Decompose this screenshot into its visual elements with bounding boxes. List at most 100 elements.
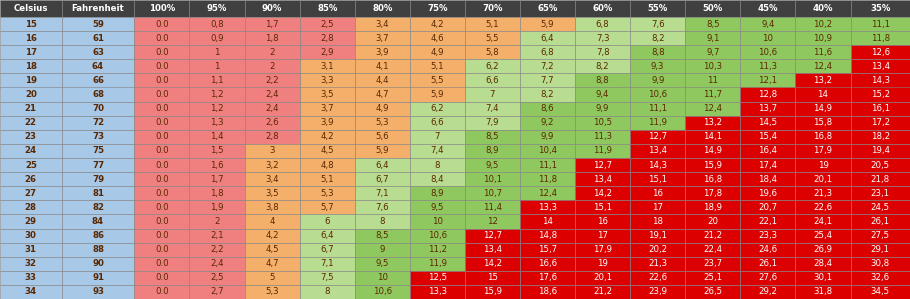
- Text: 15,1: 15,1: [593, 203, 612, 212]
- Text: 5,5: 5,5: [430, 76, 444, 85]
- Bar: [741, 88, 795, 102]
- Bar: [575, 116, 630, 130]
- Text: 6,6: 6,6: [486, 76, 500, 85]
- Bar: [355, 144, 410, 158]
- Text: 12,4: 12,4: [703, 104, 723, 113]
- Text: 1,7: 1,7: [210, 175, 224, 184]
- Bar: [795, 130, 851, 144]
- Bar: [135, 186, 189, 200]
- Bar: [685, 17, 741, 31]
- Text: 15,4: 15,4: [758, 132, 777, 141]
- Bar: [245, 214, 299, 228]
- Bar: [465, 257, 520, 271]
- Text: 2,2: 2,2: [266, 76, 279, 85]
- Bar: [0, 102, 62, 116]
- Text: 7,5: 7,5: [320, 273, 334, 282]
- Bar: [520, 271, 575, 285]
- Bar: [0, 158, 62, 172]
- Bar: [795, 242, 851, 257]
- Text: 10,6: 10,6: [648, 90, 667, 99]
- Text: 2,4: 2,4: [266, 104, 279, 113]
- Bar: [685, 242, 741, 257]
- Text: 2,8: 2,8: [320, 34, 334, 43]
- Bar: [851, 186, 910, 200]
- Bar: [245, 271, 299, 285]
- Bar: [355, 73, 410, 88]
- Bar: [245, 158, 299, 172]
- Bar: [520, 144, 575, 158]
- Bar: [355, 214, 410, 228]
- Text: 1,8: 1,8: [210, 189, 224, 198]
- Text: 16,8: 16,8: [703, 175, 723, 184]
- Bar: [135, 73, 189, 88]
- Text: 14: 14: [542, 217, 553, 226]
- Text: 0.0: 0.0: [155, 104, 168, 113]
- Bar: [245, 31, 299, 45]
- Bar: [62, 257, 135, 271]
- Text: 2: 2: [214, 217, 220, 226]
- Text: 21,3: 21,3: [648, 259, 667, 268]
- Text: 8: 8: [325, 287, 330, 296]
- Text: 0.0: 0.0: [155, 48, 168, 57]
- Text: 2: 2: [269, 48, 275, 57]
- Bar: [851, 271, 910, 285]
- Bar: [520, 200, 575, 214]
- Text: 4,2: 4,2: [266, 231, 279, 240]
- Text: 12,7: 12,7: [593, 161, 612, 170]
- Bar: [0, 257, 62, 271]
- Text: 11,1: 11,1: [871, 19, 890, 28]
- Bar: [685, 73, 741, 88]
- Bar: [410, 88, 465, 102]
- Bar: [299, 59, 355, 73]
- Bar: [135, 285, 189, 299]
- Text: 9,4: 9,4: [596, 90, 610, 99]
- Text: 13,2: 13,2: [814, 76, 833, 85]
- Text: 16,1: 16,1: [871, 104, 890, 113]
- Bar: [355, 172, 410, 186]
- Text: 7,4: 7,4: [430, 147, 444, 155]
- Text: 19,6: 19,6: [758, 189, 777, 198]
- Text: 12: 12: [487, 217, 498, 226]
- Text: 19: 19: [817, 161, 828, 170]
- Bar: [575, 73, 630, 88]
- Bar: [189, 116, 245, 130]
- Text: 72: 72: [92, 118, 104, 127]
- Bar: [410, 172, 465, 186]
- Bar: [685, 45, 741, 59]
- Bar: [355, 17, 410, 31]
- Bar: [62, 45, 135, 59]
- Bar: [410, 186, 465, 200]
- Text: 4,2: 4,2: [320, 132, 334, 141]
- Text: 4,9: 4,9: [376, 104, 389, 113]
- Bar: [189, 102, 245, 116]
- Bar: [685, 200, 741, 214]
- Bar: [795, 45, 851, 59]
- Bar: [299, 186, 355, 200]
- Bar: [465, 31, 520, 45]
- Bar: [410, 31, 465, 45]
- Text: 10,9: 10,9: [814, 34, 833, 43]
- Text: 2,6: 2,6: [266, 118, 279, 127]
- Text: 9,3: 9,3: [651, 62, 664, 71]
- Bar: [685, 31, 741, 45]
- Text: 20,7: 20,7: [758, 203, 777, 212]
- Bar: [189, 172, 245, 186]
- Bar: [0, 285, 62, 299]
- Text: 0.0: 0.0: [155, 203, 168, 212]
- Bar: [355, 200, 410, 214]
- Bar: [62, 130, 135, 144]
- Text: 13,4: 13,4: [648, 147, 667, 155]
- Bar: [299, 88, 355, 102]
- Text: 0.0: 0.0: [155, 90, 168, 99]
- Bar: [0, 271, 62, 285]
- Text: 4,1: 4,1: [376, 62, 389, 71]
- Bar: [0, 88, 62, 102]
- Text: 12,4: 12,4: [814, 62, 833, 71]
- Text: 100%: 100%: [149, 4, 175, 13]
- Text: 23,1: 23,1: [871, 189, 890, 198]
- Bar: [299, 285, 355, 299]
- Bar: [685, 158, 741, 172]
- Bar: [851, 144, 910, 158]
- Text: 15,9: 15,9: [483, 287, 502, 296]
- Bar: [575, 172, 630, 186]
